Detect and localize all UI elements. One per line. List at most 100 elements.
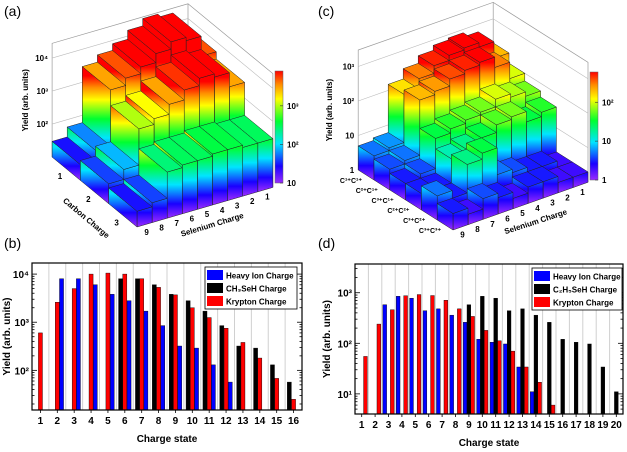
col-tick-label: 5: [205, 210, 210, 219]
x-tick-label: 17: [571, 420, 583, 431]
bar: [211, 364, 216, 411]
col-tick-label: 1: [580, 188, 585, 197]
bar: [76, 278, 81, 411]
bar: [257, 357, 263, 411]
legend-swatch: [534, 284, 550, 294]
z-tick-label: 10²: [343, 97, 355, 106]
x-tick-label: 12: [221, 416, 233, 427]
bar: [537, 382, 542, 415]
col-tick-label: 2: [565, 193, 570, 202]
bar: [524, 366, 529, 415]
bar: [614, 391, 619, 415]
z-tick-label: 10: [345, 132, 354, 141]
bar: [109, 294, 115, 411]
bar: [139, 278, 144, 411]
y-tick-label: 10³: [15, 318, 30, 329]
bar-top-face: [434, 113, 467, 130]
bar-top-face: [140, 76, 185, 105]
legend-swatch: [534, 297, 550, 307]
bar: [274, 378, 279, 411]
bar: [168, 294, 174, 411]
bar-top-face: [108, 183, 153, 212]
x-tick-label: 15: [544, 420, 556, 431]
bar-top-face: [479, 83, 512, 100]
bar: [507, 310, 512, 415]
x-tick-label: 10: [477, 420, 489, 431]
row-tick-label: C¹⁺C¹⁺: [340, 178, 362, 185]
row-tick-label: 3: [114, 218, 119, 227]
col-tick-label: 7: [175, 219, 180, 228]
y-tick-label: 10²: [15, 366, 30, 377]
x-tick-label: 18: [584, 420, 596, 431]
bar-front-face: [227, 144, 243, 201]
bar: [476, 339, 481, 415]
z-tick-label: 10³: [37, 87, 49, 96]
bar-top-face: [388, 145, 421, 161]
x-tick-label: 15: [271, 416, 283, 427]
bar: [409, 297, 414, 415]
bar: [493, 297, 498, 415]
z-axis-title: Yield (arb. units): [325, 78, 334, 141]
x-tick-label: 14: [530, 420, 542, 431]
bar: [480, 296, 485, 415]
x-tick-label: 16: [288, 416, 300, 427]
bar-top-face: [110, 100, 155, 130]
col-tick-label: 7: [490, 220, 495, 229]
legend-label: C₂H₅SeH Charge: [553, 286, 618, 295]
col-tick-label: 3: [550, 199, 555, 208]
bar: [88, 273, 94, 411]
bar: [503, 343, 508, 415]
y-tick-label: 10⁴: [13, 270, 29, 281]
bar: [430, 295, 435, 415]
colorbar-tick-label: 10²: [287, 140, 299, 149]
x-tick-label: 8: [453, 420, 459, 431]
bar: [436, 308, 441, 415]
bar: [376, 323, 381, 415]
z-gridline: [52, 18, 274, 89]
z-tick-label: 10²: [37, 120, 49, 129]
bar: [228, 381, 233, 411]
col-tick-label: 4: [535, 204, 540, 213]
bar-front-face: [212, 149, 228, 206]
bar-top-face: [420, 180, 453, 197]
bar-top-face: [465, 137, 498, 154]
x-tick-label: 4: [88, 416, 94, 427]
row-tick-label: C³⁺C¹⁺: [372, 198, 394, 205]
legend-label: Krypton Charge: [553, 299, 614, 308]
x-axis-title: Charge state: [137, 434, 198, 445]
x-tick-label: 5: [413, 420, 419, 431]
x-axis-title: Charge state: [459, 438, 520, 449]
bar-top-face: [127, 25, 172, 54]
bar-top-face: [418, 75, 451, 92]
bar: [122, 273, 128, 411]
bar-top-face: [436, 197, 469, 214]
bar-front-face: [242, 142, 259, 197]
x-tick-label: 6: [426, 420, 432, 431]
bar: [240, 342, 246, 411]
bar: [489, 342, 495, 415]
colorbar-tick-label: 10³: [287, 102, 299, 111]
row-tick-label: 2: [86, 195, 91, 204]
bar: [93, 284, 98, 411]
legend-label: Heavy Ion Charge: [226, 272, 294, 281]
bar: [135, 278, 140, 411]
bar: [483, 330, 489, 415]
colorbar-tick-label: 10: [287, 179, 296, 188]
row-tick-label: C²⁺C¹⁺: [356, 188, 378, 195]
bar: [363, 356, 368, 415]
bar: [194, 347, 199, 411]
x-tick-label: 13: [517, 420, 529, 431]
bar: [105, 272, 111, 411]
legend-swatch: [207, 270, 223, 280]
colorbar: [589, 71, 599, 181]
bar-top-face: [357, 140, 390, 157]
legend-label: Krypton Charge: [226, 298, 287, 307]
bar: [38, 332, 43, 411]
x-tick-label: 19: [597, 420, 609, 431]
legend: Heavy Ion Charge CH₃SeH Charge Krypton Cha…: [204, 266, 298, 310]
bar: [416, 294, 422, 415]
bar: [126, 300, 132, 411]
